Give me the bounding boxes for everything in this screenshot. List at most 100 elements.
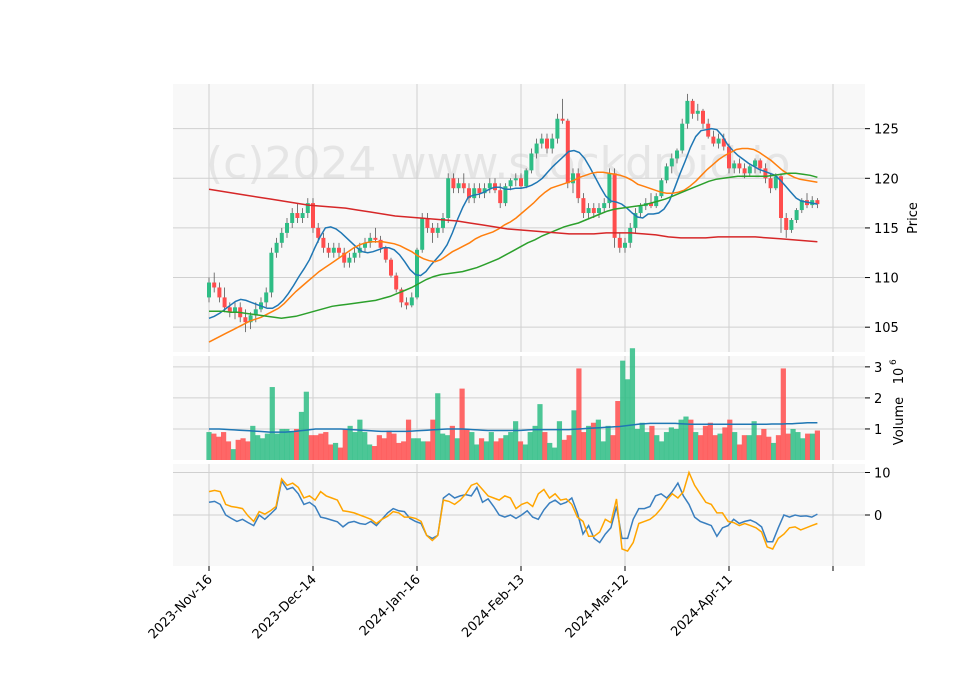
volume-bar (790, 428, 796, 460)
candle-body (337, 247, 341, 253)
candle-body (576, 173, 581, 199)
volume-bar (444, 435, 451, 460)
volume-bar (420, 441, 426, 460)
volume-bar (435, 393, 441, 460)
volume-bar (415, 438, 421, 460)
volume-bar (396, 442, 402, 460)
oscillator-tick-label: 0 (874, 509, 882, 524)
price-axis-label: Price (906, 202, 921, 234)
candle-body (409, 297, 414, 306)
price-tick-label: 110 (874, 272, 899, 287)
candle-body (420, 218, 425, 250)
candle-body (217, 287, 222, 298)
volume-bar (323, 432, 329, 460)
volume-bar (620, 360, 626, 460)
volume-bar (454, 438, 460, 460)
volume-bar (566, 435, 572, 460)
volume-bar (556, 421, 563, 460)
volume-bar (508, 432, 514, 460)
candle-body (285, 222, 289, 233)
volume-bar (766, 436, 772, 460)
volume-bar (537, 404, 543, 460)
candle-body (675, 150, 679, 159)
volume-bar (809, 433, 816, 460)
volume-bar (269, 387, 275, 460)
volume-bar (284, 428, 290, 460)
moving-average-line (208, 188, 818, 243)
volume-bar (547, 442, 553, 460)
candle-body (768, 178, 773, 189)
volume-bar (206, 432, 212, 460)
volume-bar (615, 401, 621, 460)
volume-bar (367, 444, 373, 460)
candle-body (331, 247, 336, 253)
volume-bar (332, 442, 339, 460)
watermark: (c)2024 www.stockdroid.io (206, 138, 790, 189)
volume-bar (600, 441, 606, 460)
volume-bar (410, 438, 417, 460)
candle-body (233, 307, 237, 313)
volume-bar (761, 428, 767, 460)
candle-body (415, 249, 419, 298)
candle-body (597, 208, 601, 214)
candle-body (342, 252, 347, 263)
candle-body (586, 208, 591, 214)
volume-bar (245, 441, 251, 460)
candle-body (212, 282, 217, 288)
volume-bar (663, 432, 670, 460)
volume-bar (702, 425, 709, 460)
candle-body (435, 227, 440, 233)
candle-body (571, 173, 575, 184)
volume-bar (308, 435, 314, 460)
volume-bar (576, 368, 582, 460)
candle-body (300, 213, 305, 218)
candle-body (706, 123, 711, 137)
candle-body (664, 166, 669, 181)
volume-bar (498, 438, 504, 460)
candle-body (758, 160, 763, 169)
candle-body (461, 183, 466, 189)
volume-bar (371, 446, 378, 460)
candle-body (326, 247, 331, 253)
candle-body (607, 173, 612, 204)
candle-body (321, 237, 326, 248)
candle-body (456, 183, 461, 189)
candle-body (690, 100, 695, 114)
volume-bar (318, 433, 324, 460)
volume-tick-label: 3 (874, 361, 882, 376)
x-tick-label: 2024-Feb-13 (459, 572, 528, 641)
volume-bar (298, 411, 305, 460)
volume-bar (683, 416, 689, 460)
volume-bar (605, 425, 611, 460)
volume-bar (639, 422, 645, 460)
candle-body (815, 200, 820, 205)
candle-body (311, 203, 315, 228)
price-tick-label: 125 (874, 123, 899, 138)
volume-bar (736, 444, 743, 460)
volume-bar (230, 449, 236, 460)
candle-body (451, 178, 456, 189)
candle-body (305, 203, 310, 214)
candle-body (513, 178, 518, 181)
volume-bar (693, 432, 699, 460)
candle-body (623, 242, 627, 248)
volume-bar (211, 433, 217, 460)
candle-body (799, 200, 804, 211)
volume-bar (770, 442, 777, 460)
x-tick-label: 2024-Jan-16 (357, 572, 424, 639)
volume-bar (235, 439, 241, 460)
volume-bar (386, 430, 392, 460)
volume-tick-label: 1 (874, 423, 882, 438)
volume-bar (255, 435, 261, 460)
candle-body (701, 110, 705, 124)
moving-average-line (209, 172, 818, 320)
volume-bar (381, 438, 387, 460)
candle-body (685, 100, 690, 124)
candle-body (638, 206, 643, 214)
volume-tick-label: 2 (874, 392, 882, 407)
volume-bar (678, 419, 684, 460)
volume-bar (629, 348, 636, 460)
candle-body (441, 218, 445, 228)
candle-body (498, 190, 503, 204)
